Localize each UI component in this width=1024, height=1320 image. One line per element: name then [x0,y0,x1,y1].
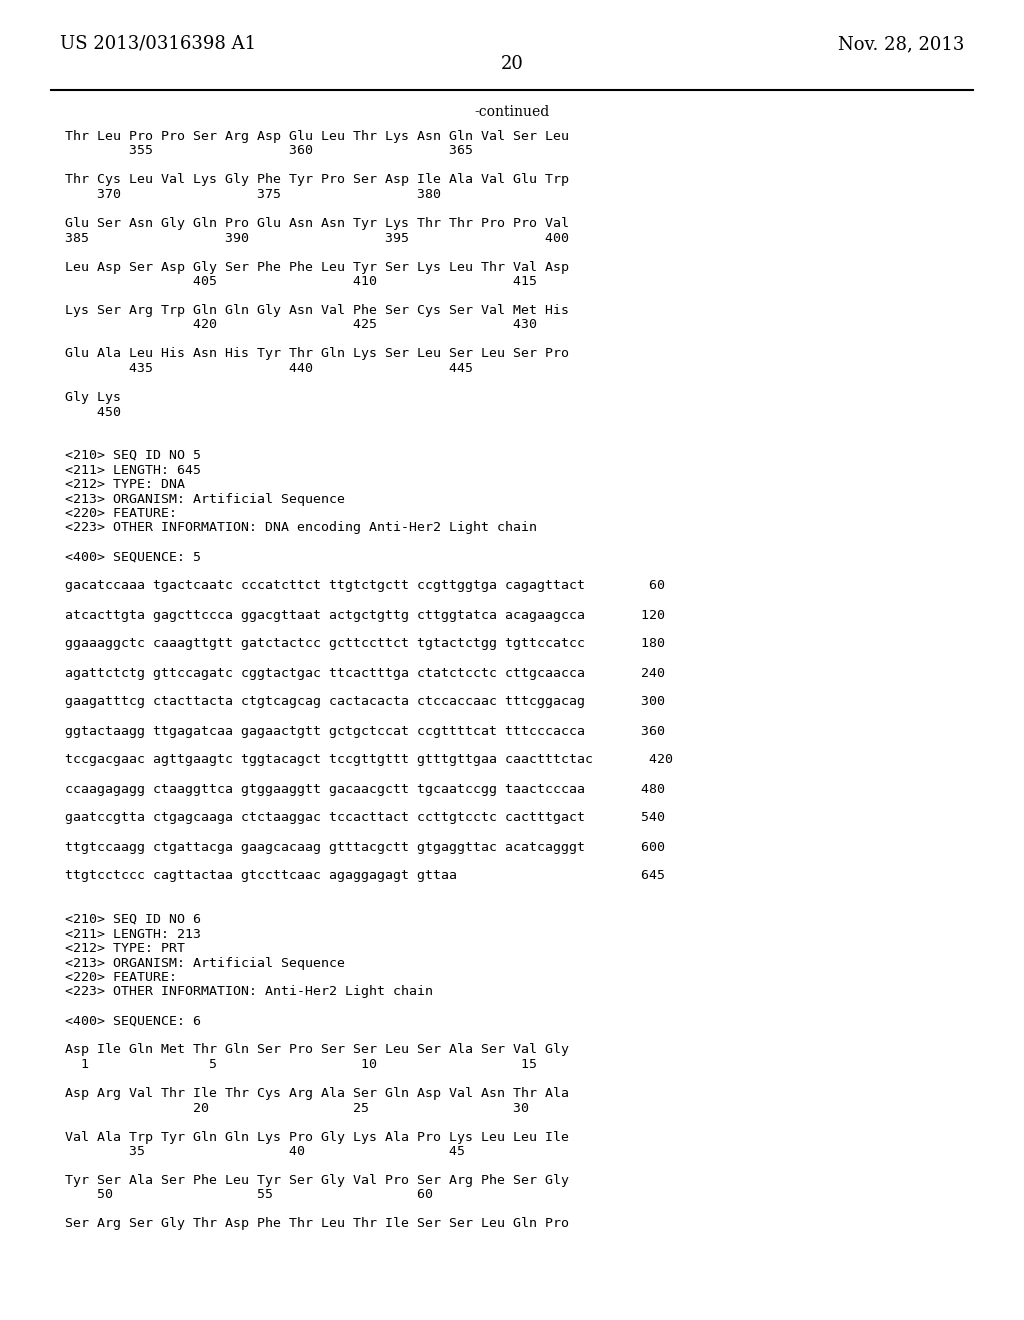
Text: Glu Ser Asn Gly Gln Pro Glu Asn Asn Tyr Lys Thr Thr Pro Pro Val: Glu Ser Asn Gly Gln Pro Glu Asn Asn Tyr … [65,216,569,230]
Text: ggtactaagg ttgagatcaa gagaactgtt gctgctccat ccgttttcat tttcccacca       360: ggtactaagg ttgagatcaa gagaactgtt gctgctc… [65,725,665,738]
Text: gacatccaaa tgactcaatc cccatcttct ttgtctgctt ccgttggtga cagagttact        60: gacatccaaa tgactcaatc cccatcttct ttgtctg… [65,579,665,593]
Text: ttgtcctccc cagttactaa gtccttcaac agaggagagt gttaa                       645: ttgtcctccc cagttactaa gtccttcaac agaggag… [65,870,665,883]
Text: Leu Asp Ser Asp Gly Ser Phe Phe Leu Tyr Ser Lys Leu Thr Val Asp: Leu Asp Ser Asp Gly Ser Phe Phe Leu Tyr … [65,260,569,273]
Text: -continued: -continued [474,106,550,119]
Text: <223> OTHER INFORMATION: Anti-Her2 Light chain: <223> OTHER INFORMATION: Anti-Her2 Light… [65,986,433,998]
Text: 355                 360                 365: 355 360 365 [65,144,473,157]
Text: Asp Arg Val Thr Ile Thr Cys Arg Ala Ser Gln Asp Val Asn Thr Ala: Asp Arg Val Thr Ile Thr Cys Arg Ala Ser … [65,1086,569,1100]
Text: <211> LENGTH: 213: <211> LENGTH: 213 [65,928,201,940]
Text: ggaaaggctc caaagttgtt gatctactcc gcttccttct tgtactctgg tgttccatcc       180: ggaaaggctc caaagttgtt gatctactcc gcttcct… [65,638,665,651]
Text: Ser Arg Ser Gly Thr Asp Phe Thr Leu Thr Ile Ser Ser Leu Gln Pro: Ser Arg Ser Gly Thr Asp Phe Thr Leu Thr … [65,1217,569,1230]
Text: 20: 20 [501,55,523,73]
Text: Glu Ala Leu His Asn His Tyr Thr Gln Lys Ser Leu Ser Leu Ser Pro: Glu Ala Leu His Asn His Tyr Thr Gln Lys … [65,347,569,360]
Text: ttgtccaagg ctgattacga gaagcacaag gtttacgctt gtgaggttac acatcagggt       600: ttgtccaagg ctgattacga gaagcacaag gtttacg… [65,841,665,854]
Text: <212> TYPE: DNA: <212> TYPE: DNA [65,478,185,491]
Text: 385                 390                 395                 400: 385 390 395 400 [65,231,569,244]
Text: Asp Ile Gln Met Thr Gln Ser Pro Ser Ser Leu Ser Ala Ser Val Gly: Asp Ile Gln Met Thr Gln Ser Pro Ser Ser … [65,1044,569,1056]
Text: atcacttgta gagcttccca ggacgttaat actgctgttg cttggtatca acagaagcca       120: atcacttgta gagcttccca ggacgttaat actgctg… [65,609,665,622]
Text: gaatccgtta ctgagcaaga ctctaaggac tccacttact ccttgtcctc cactttgact       540: gaatccgtta ctgagcaaga ctctaaggac tccactt… [65,812,665,825]
Text: 405                 410                 415: 405 410 415 [65,275,537,288]
Text: Gly Lys: Gly Lys [65,391,121,404]
Text: 370                 375                 380: 370 375 380 [65,187,441,201]
Text: Lys Ser Arg Trp Gln Gln Gly Asn Val Phe Ser Cys Ser Val Met His: Lys Ser Arg Trp Gln Gln Gly Asn Val Phe … [65,304,569,317]
Text: Thr Leu Pro Pro Ser Arg Asp Glu Leu Thr Lys Asn Gln Val Ser Leu: Thr Leu Pro Pro Ser Arg Asp Glu Leu Thr … [65,129,569,143]
Text: Nov. 28, 2013: Nov. 28, 2013 [838,36,964,53]
Text: <213> ORGANISM: Artificial Sequence: <213> ORGANISM: Artificial Sequence [65,957,345,969]
Text: <212> TYPE: PRT: <212> TYPE: PRT [65,942,185,954]
Text: Thr Cys Leu Val Lys Gly Phe Tyr Pro Ser Asp Ile Ala Val Glu Trp: Thr Cys Leu Val Lys Gly Phe Tyr Pro Ser … [65,173,569,186]
Text: 1               5                  10                  15: 1 5 10 15 [65,1059,537,1071]
Text: 420                 425                 430: 420 425 430 [65,318,537,331]
Text: 50                  55                  60: 50 55 60 [65,1188,433,1201]
Text: <211> LENGTH: 645: <211> LENGTH: 645 [65,463,201,477]
Text: 20                  25                  30: 20 25 30 [65,1101,529,1114]
Text: agattctctg gttccagatc cggtactgac ttcactttga ctatctcctc cttgcaacca       240: agattctctg gttccagatc cggtactgac ttcactt… [65,667,665,680]
Text: <223> OTHER INFORMATION: DNA encoding Anti-Her2 Light chain: <223> OTHER INFORMATION: DNA encoding An… [65,521,537,535]
Text: <210> SEQ ID NO 5: <210> SEQ ID NO 5 [65,449,201,462]
Text: <400> SEQUENCE: 6: <400> SEQUENCE: 6 [65,1015,201,1027]
Text: US 2013/0316398 A1: US 2013/0316398 A1 [60,36,256,53]
Text: Tyr Ser Ala Ser Phe Leu Tyr Ser Gly Val Pro Ser Arg Phe Ser Gly: Tyr Ser Ala Ser Phe Leu Tyr Ser Gly Val … [65,1173,569,1187]
Text: <220> FEATURE:: <220> FEATURE: [65,972,177,983]
Text: <400> SEQUENCE: 5: <400> SEQUENCE: 5 [65,550,201,564]
Text: ccaagagagg ctaaggttca gtggaaggtt gacaacgctt tgcaatccgg taactcccaa       480: ccaagagagg ctaaggttca gtggaaggtt gacaacg… [65,783,665,796]
Text: <210> SEQ ID NO 6: <210> SEQ ID NO 6 [65,913,201,927]
Text: 35                  40                  45: 35 40 45 [65,1144,465,1158]
Text: 450: 450 [65,405,121,418]
Text: 435                 440                 445: 435 440 445 [65,362,473,375]
Text: <220> FEATURE:: <220> FEATURE: [65,507,177,520]
Text: <213> ORGANISM: Artificial Sequence: <213> ORGANISM: Artificial Sequence [65,492,345,506]
Text: gaagatttcg ctacttacta ctgtcagcag cactacacta ctccaccaac tttcggacag       300: gaagatttcg ctacttacta ctgtcagcag cactaca… [65,696,665,709]
Text: Val Ala Trp Tyr Gln Gln Lys Pro Gly Lys Ala Pro Lys Leu Leu Ile: Val Ala Trp Tyr Gln Gln Lys Pro Gly Lys … [65,1130,569,1143]
Text: tccgacgaac agttgaagtc tggtacagct tccgttgttt gtttgttgaa caactttctac       420: tccgacgaac agttgaagtc tggtacagct tccgttg… [65,754,673,767]
